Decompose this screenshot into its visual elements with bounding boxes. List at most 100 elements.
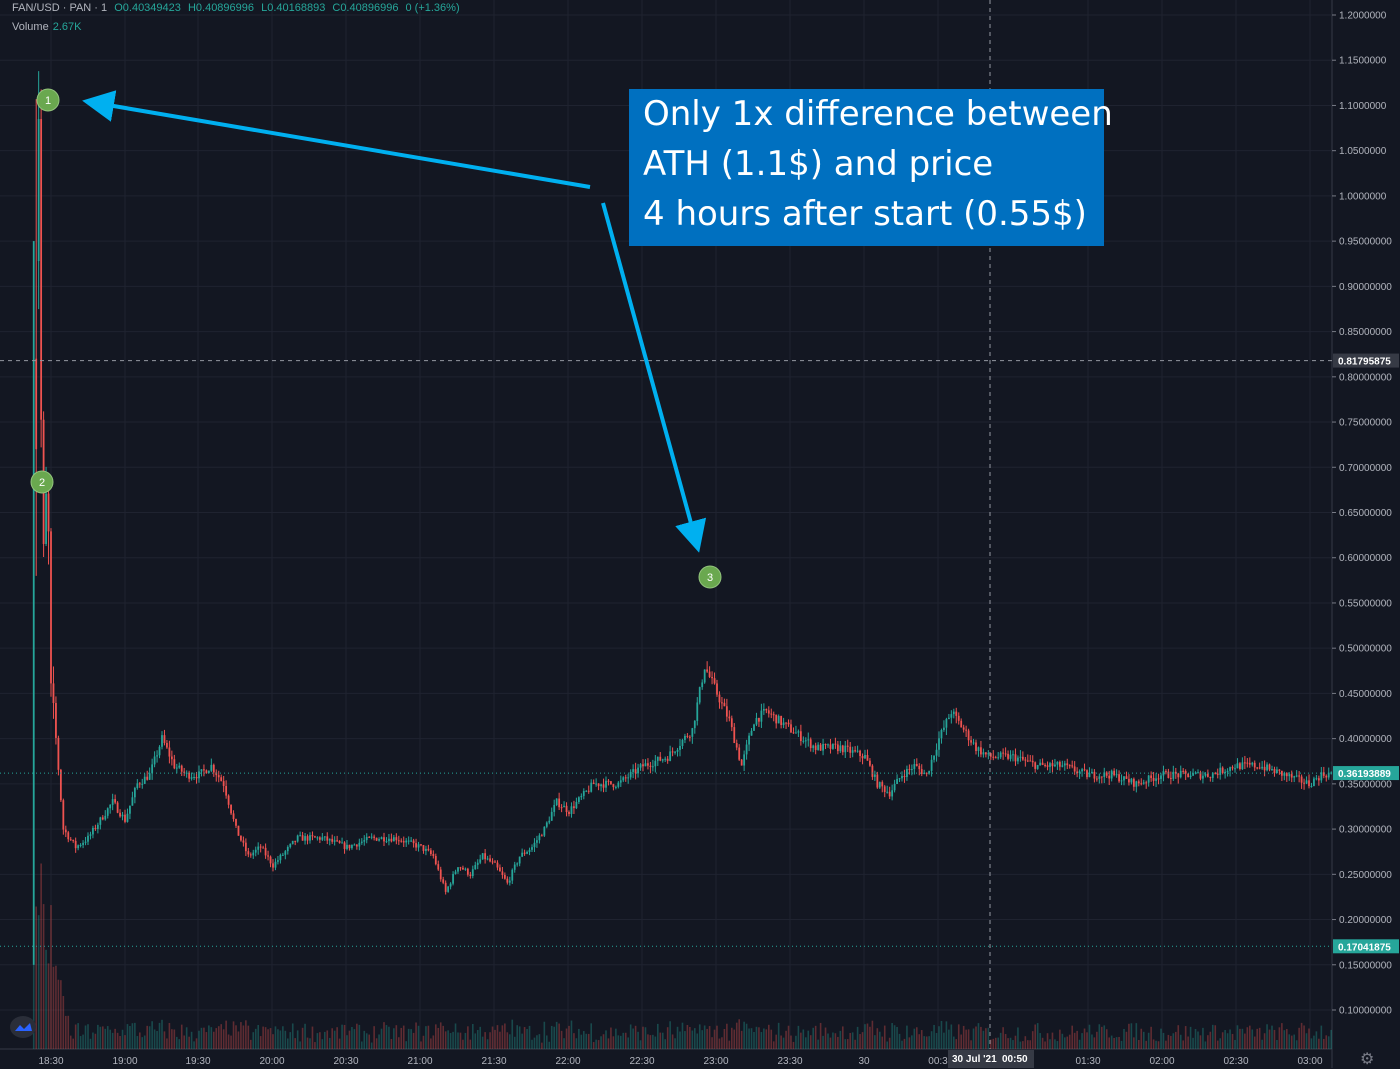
candle-body [67,832,70,840]
volume-bar [703,1025,706,1049]
candle-body [126,813,129,822]
candle-body [738,747,741,760]
candle-body [1024,759,1027,761]
volume-bar [1239,1028,1241,1049]
candle-body [1182,770,1185,772]
candle-body [1293,776,1296,778]
volume-bar [1207,1035,1209,1049]
volume-bar [782,1037,785,1049]
volume-bar [600,1036,602,1049]
symbol-label[interactable]: FAN/USD · PAN · 1 [12,2,108,14]
volume-bar [743,1021,745,1049]
volume-bar [1327,1036,1330,1049]
x-tick-label: 23:30 [777,1056,802,1067]
volume-bar [708,1026,711,1049]
volume-bar [365,1033,368,1049]
volume-bar [834,1033,837,1049]
candle-body [1140,783,1143,785]
volume-bar [886,1041,888,1049]
y-tick-label: 0.75000000 [1339,418,1392,429]
volume-bar [980,1026,982,1049]
candle-body [254,849,257,853]
tradingview-logo-icon[interactable] [10,1016,36,1038]
candle-body [220,777,223,782]
volume-bar [1027,1040,1029,1049]
candle-body [1226,770,1229,772]
candle-body [96,824,99,829]
volume-bar [106,1026,109,1049]
volume-bar [393,1028,395,1049]
candle-body [1194,772,1197,774]
volume-bar [1004,1033,1007,1049]
candle-body [496,862,499,868]
candle-body [531,847,533,850]
candle-body [970,740,972,743]
candle-body [311,835,314,837]
candle-body [55,703,57,738]
volume-bar [795,1035,797,1049]
candle-body [829,744,832,749]
volume-bar [718,1038,721,1049]
candle-body [718,694,721,703]
volume-bar [200,1027,203,1049]
volume-bar [627,1037,629,1049]
candle-body [429,850,432,855]
volume-bar [314,1042,316,1049]
candle-body [528,849,531,852]
volume-bar [1133,1037,1135,1049]
candle-body [950,714,953,718]
y-tick-label: 0.80000000 [1339,372,1392,383]
candle-body [886,791,889,793]
volume-bar [624,1032,627,1049]
volume-bar [977,1023,980,1049]
volume-bar [504,1023,506,1049]
volume-bar [1231,1033,1234,1049]
candle-body [309,835,311,841]
candle-body [1187,773,1190,778]
volume-bar [819,1022,822,1049]
volume-bar [1216,1040,1219,1049]
candle-body [114,799,117,803]
candle-body [1135,781,1138,787]
candle-body [148,773,151,780]
volume-bar [1066,1036,1069,1049]
candle-body [570,806,573,814]
volume-bar [368,1034,370,1049]
candle-body [422,845,425,851]
volume-bar [358,1024,361,1049]
candle-body [908,768,911,770]
candle-body [1216,773,1219,775]
candle-body [1123,776,1125,781]
marker-label: 2 [39,477,45,489]
candle-body [701,682,704,688]
candle-body [568,811,570,814]
candle-body [200,769,203,772]
candle-body [799,731,802,742]
volume-bar [1007,1038,1009,1049]
volume-bar [193,1041,195,1049]
gear-icon[interactable]: ⚙ [1360,1051,1375,1068]
volume-bar [1014,1035,1017,1049]
candle-body [1034,762,1037,769]
volume-bar [866,1023,869,1049]
candle-body [698,687,701,703]
volume-bar [1199,1035,1202,1049]
price-label: 0.36193889 [1338,769,1391,780]
candle-body [1066,763,1069,766]
candle-body [1234,768,1236,770]
volume-bar [990,1039,992,1049]
candle-body [232,813,235,820]
candle-body [824,744,827,746]
volume-bar [363,1030,366,1049]
volume-bar [987,1027,990,1049]
candle-body [1211,773,1214,778]
volume-label[interactable]: Volume [12,21,49,33]
candle-body [252,852,255,856]
candle-body [373,836,376,838]
candle-body [735,743,738,748]
volume-bar [427,1025,430,1049]
volume-bar [1258,1027,1261,1049]
candle-body [1110,770,1113,779]
price-label-box [1333,939,1399,954]
volume-bar [822,1035,824,1049]
